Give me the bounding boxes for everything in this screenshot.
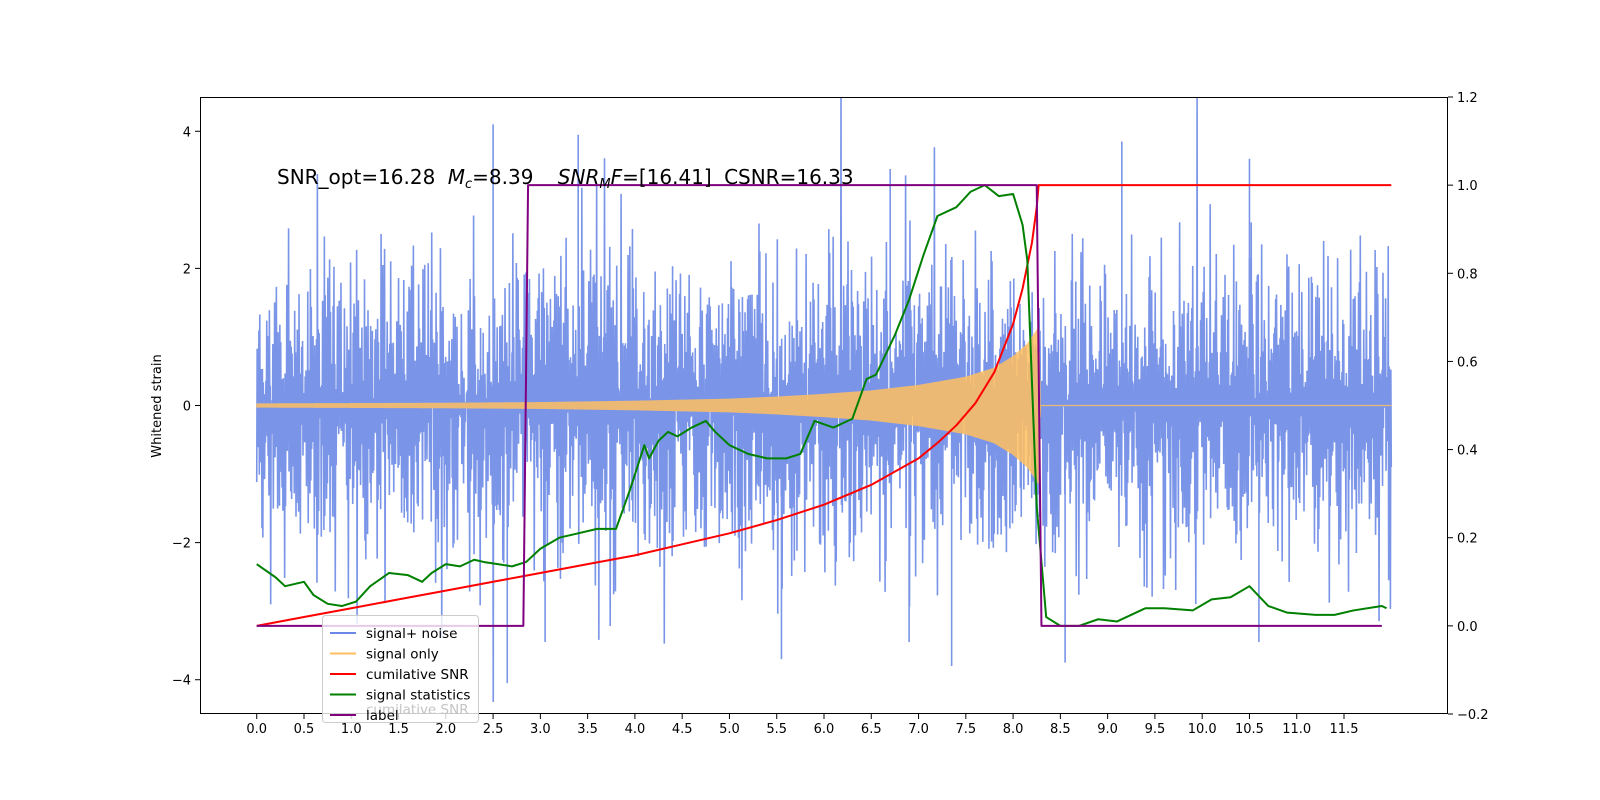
x-tick-label: 0.0 [246,722,267,737]
x-tick-label: 6.0 [814,722,835,737]
y-tick-label: 4 [183,125,191,140]
x-tick-label: 8.0 [1003,722,1024,737]
x-tick-label: 5.0 [719,722,740,737]
legend-label: cumilative SNR [366,667,469,683]
y2-tick-label: 0.8 [1457,267,1478,282]
y2-tick-label: 1.2 [1457,91,1478,106]
y2-tick-label: −0.2 [1457,708,1489,723]
legend-label: signal statistics [366,688,470,704]
snr-annotation: SNR_opt=16.28 Mc=8.39 SNRMF=[16.41] CSNR… [277,165,854,192]
y-axis-label: Whitened strain [150,354,165,457]
y2-tick-label: 1.0 [1457,179,1478,194]
y-tick-label: 0 [183,400,191,415]
snr-opt-text: SNR_opt=16.28 [277,165,435,189]
snrmf-tail: F [611,165,623,189]
series-signal-only [256,326,1392,484]
y2-tick-label: 0.4 [1457,444,1478,459]
legend-label: signal only [366,647,439,663]
legend-box [322,615,479,723]
y-tick-label: −4 [172,674,191,689]
x-tick-label: 9.0 [1097,722,1118,737]
x-tick-label: 11.0 [1282,722,1311,737]
x-tick-label: 10.0 [1188,722,1217,737]
series-cumilative-snr [256,184,1392,627]
x-tick-label: 1.0 [341,722,362,737]
y-tick-label: 2 [183,262,191,277]
x-tick-label: 7.5 [955,722,976,737]
legend-occluded-text: cumilative SNR [366,702,469,718]
x-tick-label: 5.5 [766,722,787,737]
x-tick-label: 7.0 [908,722,929,737]
x-axis-ticks: 0.0 0.5 1.0 1.5 2.0 2.5 3.0 3.5 4.0 4.5 5.0 5.5 6.0 6… [246,714,1358,737]
y2-tick-label: 0.6 [1457,355,1478,370]
x-tick-label: 4.5 [672,722,693,737]
snrmf-symbol: SNR [558,165,600,189]
y2-tick-label: 0.2 [1457,532,1478,547]
x-tick-label: 2.5 [483,722,504,737]
x-tick-label: 8.5 [1050,722,1071,737]
x-tick-label: 0.5 [294,722,315,737]
series-signal-statistics [256,184,1387,627]
y-axis-ticks: 4 2 0 −2 −4 [172,125,200,689]
x-tick-label: 9.5 [1145,722,1166,737]
mc-symbol: M [448,165,465,189]
x-tick-label: 1.5 [388,722,409,737]
y2-axis-ticks: 1.2 1.0 0.8 0.6 0.4 0.2 0.0 −0.2 [1448,91,1489,723]
x-tick-label: 4.0 [625,722,646,737]
snrmf-subscript: M [599,177,610,192]
x-tick-label: 10.5 [1235,722,1264,737]
x-tick-label: 6.5 [861,722,882,737]
csnr-text: CSNR=16.33 [724,165,854,189]
legend-label: signal+ noise [366,626,457,642]
x-tick-label: 3.5 [577,722,598,737]
x-tick-label: 3.0 [530,722,551,737]
snrmf-value: =[16.41] [622,165,712,189]
y2-tick-label: 0.0 [1457,620,1478,635]
mc-value: =8.39 [472,165,533,189]
axes-frame [200,97,1448,714]
legend: cumilative SNR signal+ noise signal only c… [322,615,479,724]
mc-subscript: c [465,177,472,192]
x-tick-label: 2.0 [435,722,456,737]
x-tick-label: 11.5 [1330,722,1359,737]
y-tick-label: −2 [172,537,191,552]
series-signal-noise [255,97,1393,702]
legend-label: label [366,708,399,724]
